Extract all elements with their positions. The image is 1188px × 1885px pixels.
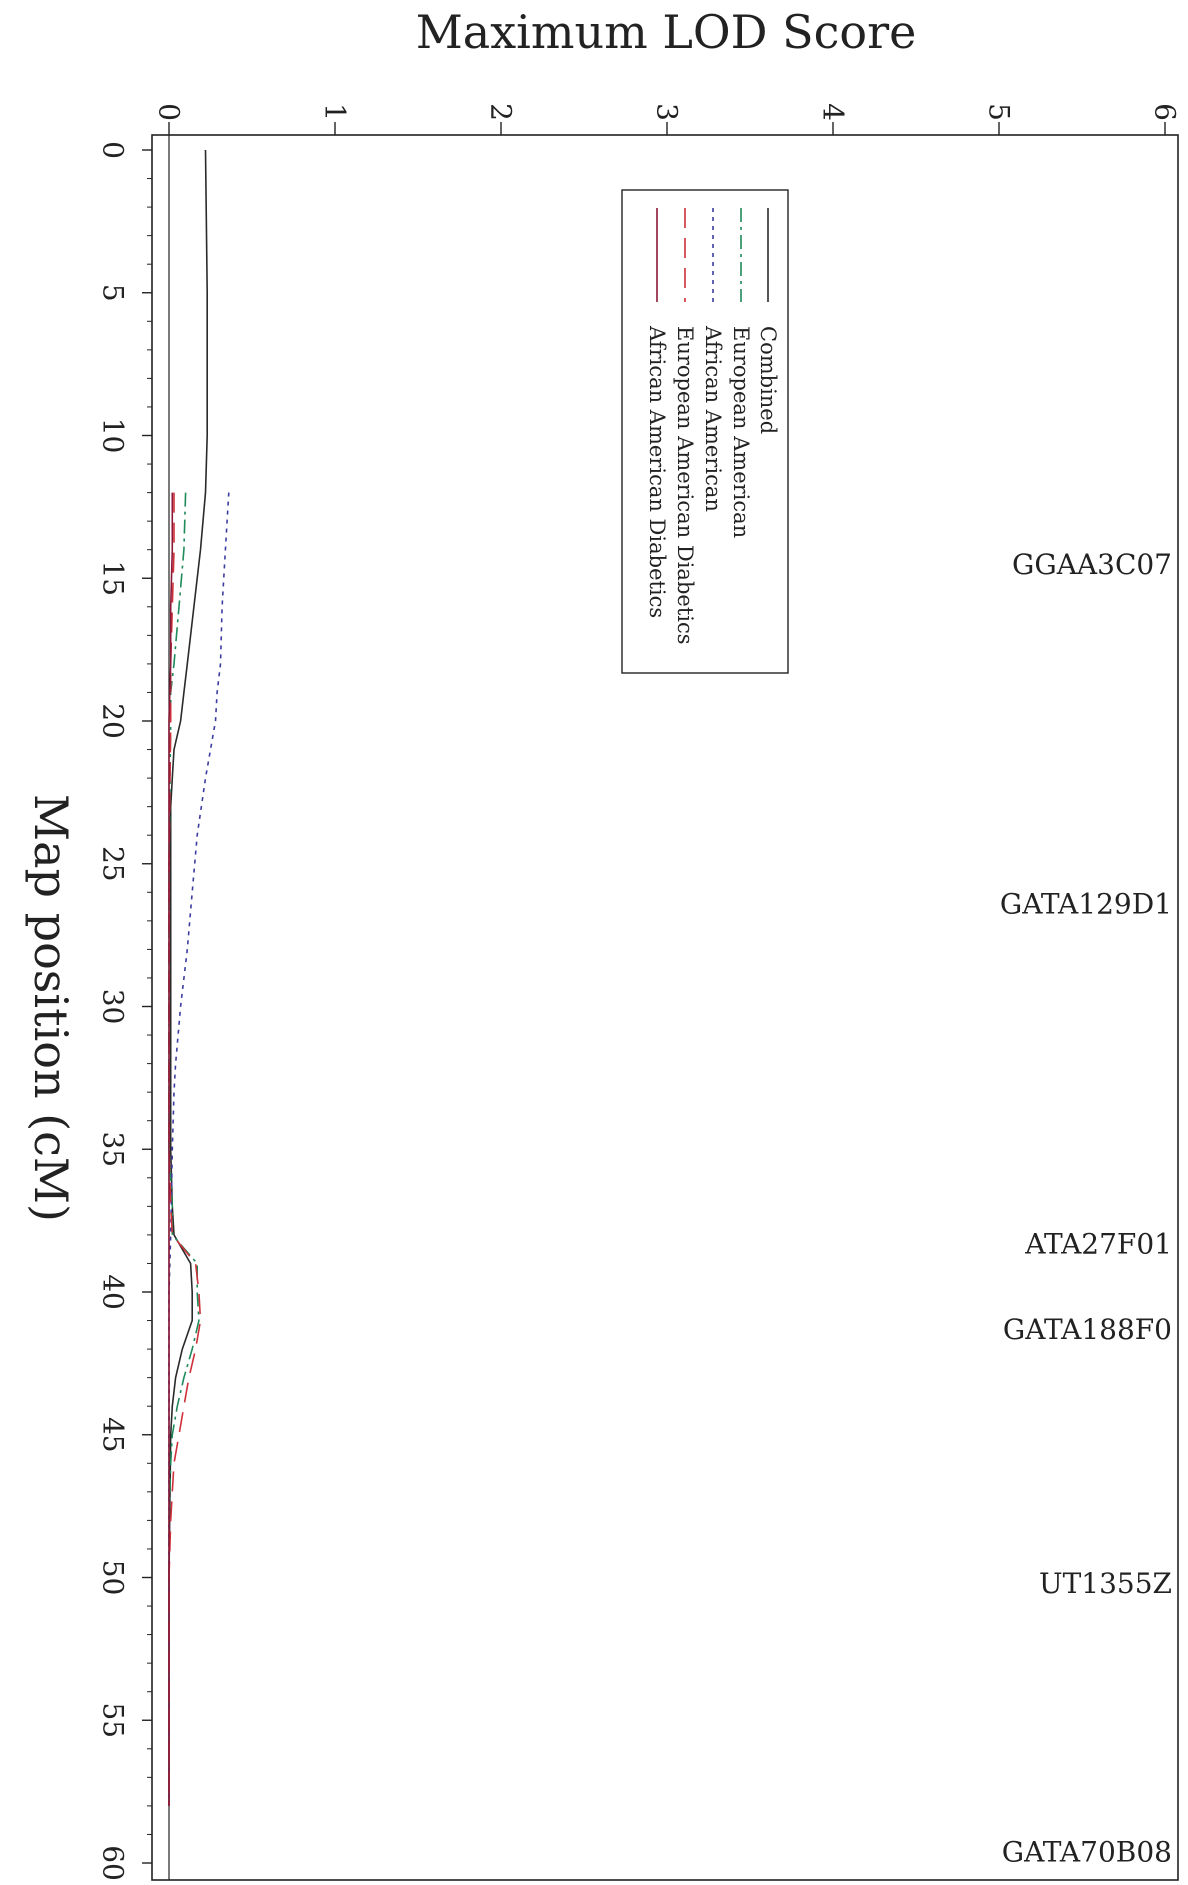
legend-label: African American Diabetics bbox=[645, 325, 669, 618]
series-line-european-american-diabetics bbox=[168, 492, 202, 1806]
x-tick-label: 0 bbox=[97, 141, 130, 159]
x-axis-title: Map position (cM) bbox=[24, 794, 78, 1222]
legend-label: European American bbox=[729, 326, 753, 538]
x-tick-label: 45 bbox=[97, 1417, 130, 1453]
marker-labels: GGAA3C07 GATA129D1 ATA27F01 GATA188F0 UT1355… bbox=[1000, 548, 1172, 1869]
x-tick-label: 5 bbox=[97, 284, 130, 302]
y-tick-label: 1 bbox=[319, 103, 352, 121]
y-tick-label: 4 bbox=[817, 103, 850, 121]
marker-label: UT1355Z bbox=[1039, 1567, 1172, 1600]
marker-label: GATA70B08 bbox=[1002, 1836, 1172, 1869]
x-tick-label: 40 bbox=[97, 1274, 130, 1310]
marker-label: GATA188F0 bbox=[1003, 1313, 1172, 1346]
legend-label: Combined bbox=[756, 326, 780, 434]
y-tick-label: 6 bbox=[1149, 103, 1182, 121]
x-axis: 0 5 10 15 20 25 30 35 40 45 50 55 60 bbox=[97, 141, 152, 1881]
x-tick-label: 55 bbox=[97, 1702, 130, 1738]
x-tick-label: 60 bbox=[97, 1845, 130, 1881]
marker-label: GGAA3C07 bbox=[1012, 548, 1172, 581]
y-axis: 0 1 2 3 4 5 6 bbox=[153, 103, 1182, 135]
y-tick-label: 0 bbox=[153, 103, 186, 121]
legend-label: African American bbox=[701, 325, 725, 512]
y-axis-title: Maximum LOD Score bbox=[416, 5, 917, 59]
series-layer bbox=[168, 149, 230, 1806]
x-tick-label: 50 bbox=[97, 1560, 130, 1596]
y-tick-label: 5 bbox=[983, 103, 1016, 121]
y-tick-label: 3 bbox=[651, 103, 684, 121]
series-line-african-american bbox=[168, 492, 230, 1806]
marker-label: ATA27F01 bbox=[1024, 1227, 1172, 1260]
series-line-european-american bbox=[168, 492, 200, 1806]
x-tick-label: 35 bbox=[97, 1131, 130, 1167]
y-tick-label: 2 bbox=[485, 103, 518, 121]
x-tick-label: 15 bbox=[97, 560, 130, 596]
x-tick-label: 30 bbox=[97, 989, 130, 1025]
series-line-african-american-diabetics bbox=[168, 492, 174, 1806]
marker-label: GATA129D1 bbox=[1000, 888, 1172, 921]
legend-box bbox=[621, 189, 789, 674]
x-tick-label: 20 bbox=[97, 703, 130, 739]
series-line-combined bbox=[168, 149, 208, 1806]
x-tick-label: 25 bbox=[97, 846, 130, 882]
plot-frame bbox=[151, 134, 1179, 1881]
x-tick-label: 10 bbox=[97, 418, 130, 454]
legend-label: European American Diabetics bbox=[673, 326, 697, 645]
